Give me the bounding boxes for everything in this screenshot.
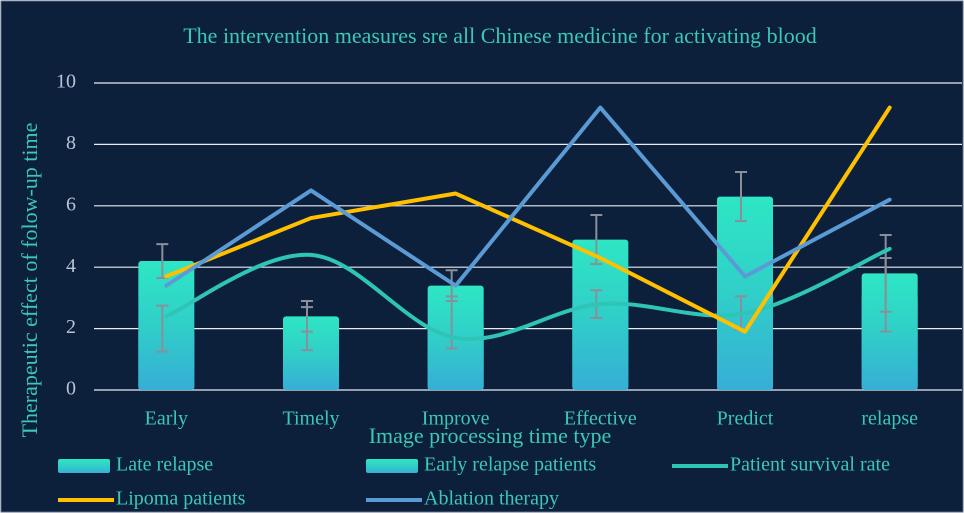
chart-title: The intervention measures sre all Chines… [183,23,817,48]
x-axis-title: Image processing time type [369,423,612,448]
legend-swatch [58,459,110,473]
y-tick-label: 6 [66,193,76,215]
bar [283,316,339,390]
legend-swatch [366,459,418,473]
x-tick-label: Early [145,408,188,430]
error-bar [735,171,747,223]
error-bar [301,299,313,333]
x-tick-label: Predict [717,408,774,430]
legend-label: Patient survival rate [730,454,890,476]
legend-label: Early relapse patients [424,454,596,476]
y-tick-label: 2 [66,316,76,338]
y-tick-label: 0 [66,378,76,400]
legend-label: Lipoma patients [116,488,246,510]
x-tick-label: Improve [422,408,490,430]
y-tick-label: 8 [66,132,76,154]
bar [572,239,629,390]
x-tick-label: Timely [282,408,339,430]
y-axis-title: Therapeutic effect of folow-up time [17,123,42,438]
bar [138,261,195,390]
error-bar [445,269,458,302]
error-bar [879,233,892,313]
legend-label: Late relapse [116,454,213,476]
x-tick-label: relapse [861,408,918,430]
line [164,105,892,288]
error-bar [156,304,169,353]
bar [717,196,773,390]
legend-label: Ablation therapy [424,488,559,510]
y-tick-label: 10 [56,71,76,93]
y-tick-label: 4 [66,255,76,277]
line [164,105,892,334]
x-tick-label: Effective [564,408,637,430]
